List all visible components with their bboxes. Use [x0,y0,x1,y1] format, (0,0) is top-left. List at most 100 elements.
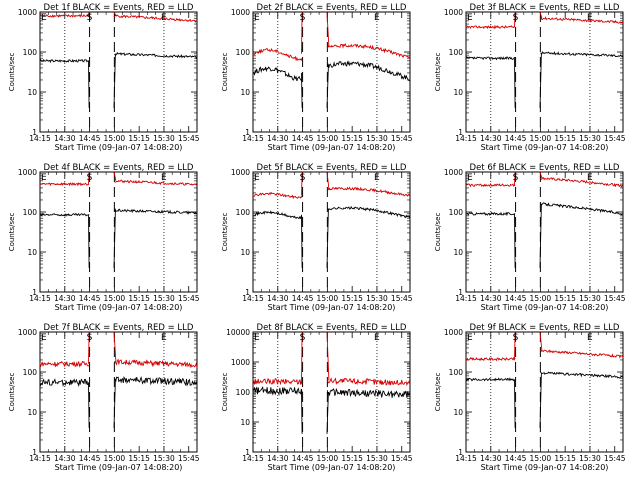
marker-s: S [513,333,519,343]
y-axis-label: Counts/sec [434,53,442,92]
x-tick-label: 15:30 [153,454,175,463]
marker-e-right: E [587,173,593,183]
y-axis-label: Counts/sec [8,53,16,92]
x-tick-label: 14:30 [480,134,502,143]
x-tick-label: 14:30 [54,294,76,303]
x-tick-label: 14:15 [29,134,51,143]
x-axis-label: Start Time (09-Jan-07 14:08:20) [268,303,396,312]
x-axis-label: Start Time (09-Jan-07 14:08:20) [481,303,609,312]
panel-det-8: Det 8f BLACK = Events, RED = LLD 1 10 100 10… [221,323,413,472]
x-tick-label: 15:00 [104,294,126,303]
marker-e-right: E [587,13,593,23]
marker-e-left: E [254,13,260,23]
x-tick-label: 15:00 [104,134,126,143]
x-axis-label: Start Time (09-Jan-07 14:08:20) [481,463,609,472]
series-line-events [39,376,198,428]
y-tick-label: 10 [453,408,463,417]
marker-e-left: E [254,333,260,343]
x-axis-label: Start Time (09-Jan-07 14:08:20) [268,143,396,152]
panel-title: Det 2f BLACK = Events, RED = LLD [257,3,407,13]
panel-det-2: Det 2f BLACK = Events, RED = LLD 1 10 100 10… [221,3,413,152]
x-tick-label: 14:30 [54,134,76,143]
y-tick-label: 1 [32,288,37,297]
x-tick-label: 14:30 [54,454,76,463]
marker-s: S [300,173,306,183]
marker-s: S [300,13,306,23]
plot-frame [465,331,624,453]
x-tick-label: 14:15 [242,294,264,303]
panel-title: Det 7f BLACK = Events, RED = LLD [44,323,194,333]
y-tick-label: 1000 [231,8,250,17]
series-line-lld [465,11,624,30]
panel-title: Det 6f BLACK = Events, RED = LLD [470,163,620,173]
x-tick-label: 15:45 [604,454,626,463]
y-tick-label: 10 [240,418,250,427]
y-axis-label: Counts/sec [221,213,229,252]
x-tick-label: 14:45 [79,134,101,143]
x-tick-label: 15:15 [341,294,363,303]
x-axis-label: Start Time (09-Jan-07 14:08:20) [481,143,609,152]
y-tick-label: 10000 [226,328,250,337]
series-line-lld [466,331,624,362]
marker-e-right: E [374,173,380,183]
y-tick-label: 100 [23,48,38,57]
panel-det-3: Det 3f BLACK = Events, RED = LLD 1 10 100 10… [434,3,626,152]
x-tick-label: 14:30 [267,454,289,463]
x-tick-label: 15:30 [153,294,175,303]
x-tick-label: 14:45 [79,454,101,463]
marker-e-left: E [254,173,260,183]
y-tick-label: 1000 [444,168,463,177]
y-tick-label: 1 [458,288,463,297]
panel-det-5: Det 5f BLACK = Events, RED = LLD 1 10 100 10… [221,163,413,312]
x-tick-label: 15:15 [128,134,150,143]
y-tick-label: 10 [453,88,463,97]
y-tick-label: 1000 [444,8,463,17]
marker-e-left: E [41,333,47,343]
x-tick-label: 15:30 [366,454,388,463]
x-tick-label: 15:15 [128,454,150,463]
marker-e-left: E [467,173,473,183]
x-tick-label: 14:15 [242,454,264,463]
x-tick-label: 14:15 [455,134,477,143]
marker-e-right: E [374,333,380,343]
x-tick-label: 15:30 [579,134,601,143]
y-tick-label: 100 [236,388,251,397]
y-tick-label: 1 [32,128,37,137]
x-tick-label: 14:30 [267,134,289,143]
marker-s: S [87,333,93,343]
x-tick-label: 14:45 [505,134,527,143]
x-tick-label: 15:00 [317,454,339,463]
y-tick-label: 10 [27,408,37,417]
series-line-events [39,51,198,108]
marker-s: S [87,13,93,23]
x-tick-label: 14:45 [292,294,314,303]
marker-e-left: E [41,13,47,23]
x-tick-label: 14:45 [292,134,314,143]
x-tick-label: 15:15 [128,294,150,303]
panel-det-1: Det 1f BLACK = Events, RED = LLD 1 10 100 10… [8,3,200,152]
x-tick-label: 14:15 [29,454,51,463]
x-tick-label: 15:00 [104,454,126,463]
y-tick-label: 10 [27,88,37,97]
y-axis-label: Counts/sec [434,213,442,252]
series-line-lld [39,11,198,23]
marker-e-left: E [467,13,473,23]
marker-s: S [87,173,93,183]
x-tick-label: 14:45 [79,294,101,303]
x-tick-label: 15:00 [530,134,552,143]
x-axis-label: Start Time (09-Jan-07 14:08:20) [268,463,396,472]
series-line-lld [252,171,411,200]
x-tick-label: 14:45 [292,454,314,463]
y-tick-label: 1 [458,128,463,137]
y-tick-label: 100 [23,208,38,217]
y-tick-label: 10 [27,248,37,257]
plot-frame [465,11,624,133]
x-tick-label: 15:15 [554,454,576,463]
panel-det-6: Det 6f BLACK = Events, RED = LLD 1 10 100 10… [434,163,626,312]
x-tick-label: 15:45 [391,294,413,303]
marker-e-right: E [161,13,167,23]
y-axis-label: Counts/sec [221,373,229,412]
y-axis-label: Counts/sec [8,213,16,252]
y-tick-label: 1 [32,448,37,457]
x-tick-label: 14:45 [505,294,527,303]
